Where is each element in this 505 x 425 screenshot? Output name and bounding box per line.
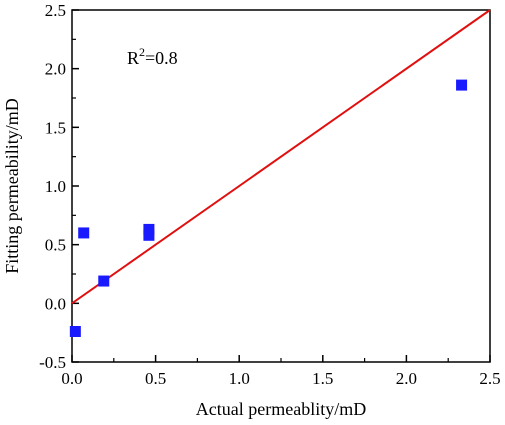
y-tick-label: 0.0 <box>45 294 66 313</box>
y-tick-label: 2.0 <box>45 60 66 79</box>
data-point <box>456 79 468 91</box>
y-tick-label: 0.5 <box>45 236 66 255</box>
data-point <box>69 325 81 337</box>
data-point <box>143 229 155 241</box>
x-axis-title: Actual permeablity/mD <box>196 399 366 419</box>
y-tick-label: -0.5 <box>39 353 66 372</box>
r-squared-value: =0.8 <box>145 48 178 68</box>
x-axis: 0.0 0.5 1.0 1.5 2.0 2.5 <box>61 355 501 388</box>
data-point <box>98 275 110 287</box>
data-point <box>143 223 155 235</box>
y-tick-label: 1.0 <box>45 177 66 196</box>
x-tick-label: 0.0 <box>61 369 82 388</box>
x-tick-label: 1.0 <box>229 369 250 388</box>
x-tick-label: 0.5 <box>145 369 166 388</box>
x-tick-label: 2.0 <box>396 369 417 388</box>
data-point <box>78 227 90 239</box>
data-points <box>69 79 468 337</box>
fit-line <box>71 9 491 305</box>
x-tick-label: 1.5 <box>312 369 333 388</box>
y-tick-label: 2.5 <box>45 1 66 20</box>
r-squared-sup: 2 <box>139 45 145 59</box>
y-axis-title: Fitting permeability/mD <box>2 98 22 273</box>
r-squared-base: R <box>127 48 139 68</box>
y-tick-label: 1.5 <box>45 118 66 137</box>
x-tick-label: 2.5 <box>479 369 500 388</box>
y-axis: -0.5 0.0 0.5 1.0 1.5 2.0 2.5 <box>39 1 79 372</box>
r-squared-annotation: R2=0.8 <box>127 45 178 68</box>
